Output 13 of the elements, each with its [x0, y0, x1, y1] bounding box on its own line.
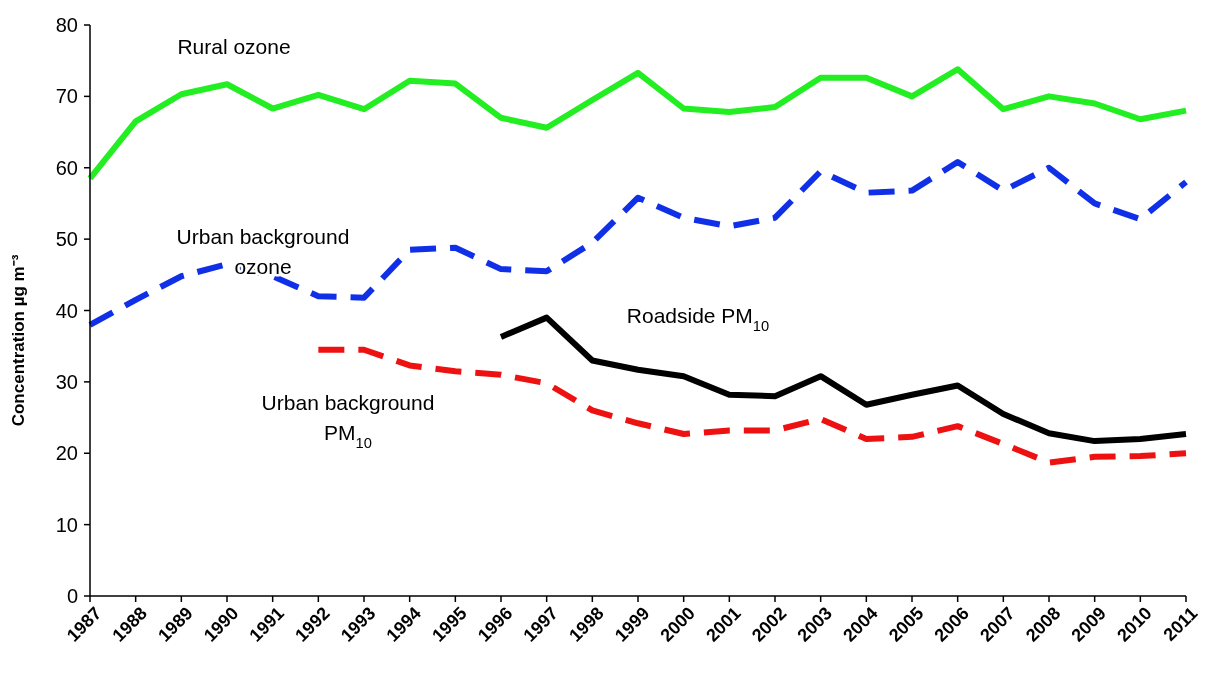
y-tick-label: 0 — [66, 585, 78, 607]
y-tick-label: 40 — [55, 299, 78, 322]
y-axis-title: Concentration µg m⁻³ — [9, 254, 28, 427]
series-label: Urban background PM$_{10}$ — [261, 391, 435, 451]
y-tick-label: 80 — [55, 14, 78, 36]
y-tick-label: 20 — [55, 442, 78, 465]
series-label: Rural ozone — [177, 35, 291, 58]
y-tick-label: 70 — [55, 85, 78, 108]
y-tick-label: 10 — [55, 513, 78, 536]
y-tick-label: 60 — [55, 156, 78, 179]
series-label: Roadside PM$_{10}$ — [626, 304, 770, 334]
y-tick-label: 50 — [55, 228, 78, 251]
y-tick-label: 30 — [55, 370, 78, 393]
